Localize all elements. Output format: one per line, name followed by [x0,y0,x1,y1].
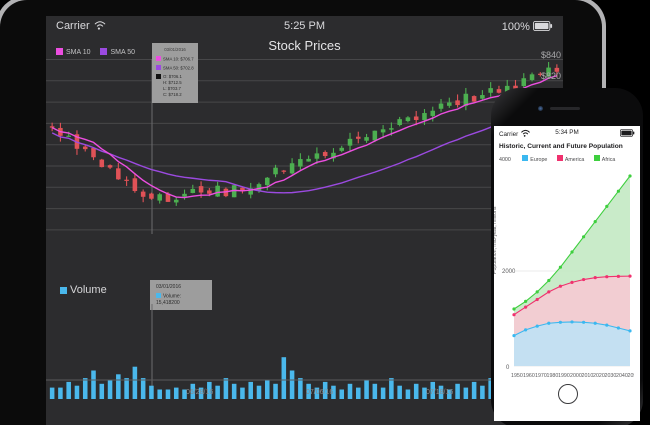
svg-text:1970: 1970 [535,373,547,379]
svg-text:07/18/16: 07/18/16 [426,389,453,396]
svg-text:1960: 1960 [523,373,535,379]
svg-text:0: 0 [506,365,510,371]
svg-text:2020: 2020 [593,373,605,379]
svg-text:2040: 2040 [616,373,628,379]
svg-text:1990: 1990 [558,373,570,379]
svg-text:2000: 2000 [570,373,582,379]
svg-text:2010: 2010 [582,373,594,379]
svg-text:1950: 1950 [511,373,523,379]
svg-text:1980: 1980 [547,373,559,379]
svg-text:2050: 2050 [628,373,635,379]
svg-text:06/28/16: 06/28/16 [186,389,213,396]
svg-text:2030: 2030 [605,373,617,379]
svg-text:Population, mid-year, millions: Population, mid-year, millions [494,206,498,274]
svg-text:2000: 2000 [502,269,516,275]
svg-text:07/06/16: 07/06/16 [306,389,333,396]
